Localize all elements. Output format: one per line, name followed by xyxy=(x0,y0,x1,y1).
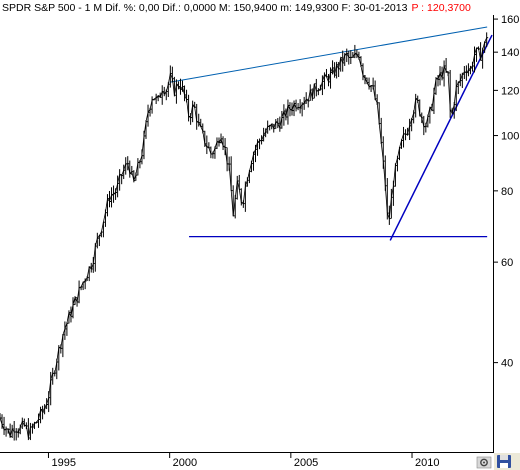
y-tick-label: 160 xyxy=(501,14,519,26)
current-price-label: P : 120,3700 xyxy=(411,2,471,14)
lines-layer xyxy=(169,26,493,241)
y-tick-label: 40 xyxy=(501,358,513,370)
x-tick-label: 2005 xyxy=(294,457,318,469)
y-tick-label: 100 xyxy=(501,131,519,143)
upper-trendline xyxy=(169,26,488,83)
x-tick-label: 2010 xyxy=(415,457,439,469)
x-tick-label: 2000 xyxy=(173,457,197,469)
y-axis-ticks: 40 60 80 100 120 140 160 xyxy=(493,14,519,370)
y-tick-label: 60 xyxy=(501,257,513,269)
gear-icon[interactable] xyxy=(476,456,492,469)
y-tick-label: 80 xyxy=(501,186,513,198)
x-axis-ticks: 1995 2000 2005 2010 xyxy=(47,452,440,469)
save-icon[interactable] xyxy=(497,455,511,468)
y-tick-label: 140 xyxy=(501,47,519,59)
x-tick-label: 1995 xyxy=(51,457,75,469)
y-tick-label: 120 xyxy=(501,85,519,97)
rising-trendline xyxy=(389,34,493,241)
price-line xyxy=(0,37,488,439)
chart-header: SPDR S&P 500 - 1 M Dif. %: 0,00 Dif.: 0,… xyxy=(2,2,471,14)
price-series xyxy=(0,32,489,441)
